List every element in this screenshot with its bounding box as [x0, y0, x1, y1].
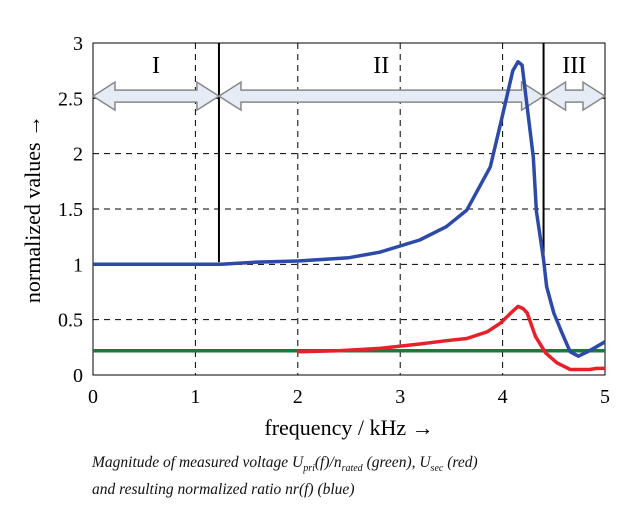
y-tick-label: 2.5: [58, 88, 83, 110]
x-tick-label: 3: [395, 386, 405, 408]
region-arrow: [217, 80, 545, 112]
y-tick-label: 0.5: [58, 310, 83, 332]
plot-frame: [92, 42, 606, 376]
caption-text: Magnitude of measured voltage U: [92, 454, 304, 471]
y-tick-label: 3: [73, 33, 83, 55]
chart: 0 1 2 3 4 5 0 0.5 1 1.5 2 2.5 3 frequency / kHz → norm…: [20, 33, 610, 440]
caption-text: (green), U: [362, 454, 431, 471]
x-tick-label: 1: [190, 386, 200, 408]
caption-text: (f)/n: [314, 454, 342, 471]
caption-line-2: and resulting normalized ratio nr(f) (bl…: [92, 481, 355, 499]
x-tick-label: 5: [600, 386, 610, 408]
caption-text: (red): [443, 454, 478, 471]
x-axis-label: frequency / kHz →: [264, 415, 433, 440]
region-label: I: [152, 53, 160, 79]
region-label: II: [373, 53, 389, 79]
y-tick-label: 0: [73, 365, 83, 387]
series-line-2: [93, 60, 606, 358]
y-tick-label: 1: [73, 254, 83, 276]
region-label: III: [562, 53, 586, 79]
x-tick-label: 0: [88, 386, 98, 408]
y-tick-label: 1.5: [58, 199, 83, 221]
series-line-1: [297, 304, 605, 372]
caption-sub: sec: [430, 463, 444, 475]
region-arrow: [542, 80, 607, 112]
x-tick-label: 2: [293, 386, 303, 408]
y-axis-label: normalized values →: [20, 115, 45, 303]
figure-caption: Magnitude of measured voltage Upri(f)/nr…: [92, 452, 478, 500]
y-tick-label: 2: [73, 144, 83, 166]
caption-sub: pri: [303, 463, 315, 475]
region-arrow: [91, 80, 221, 112]
caption-sub: rated: [341, 463, 363, 475]
x-tick-label: 4: [498, 386, 508, 408]
